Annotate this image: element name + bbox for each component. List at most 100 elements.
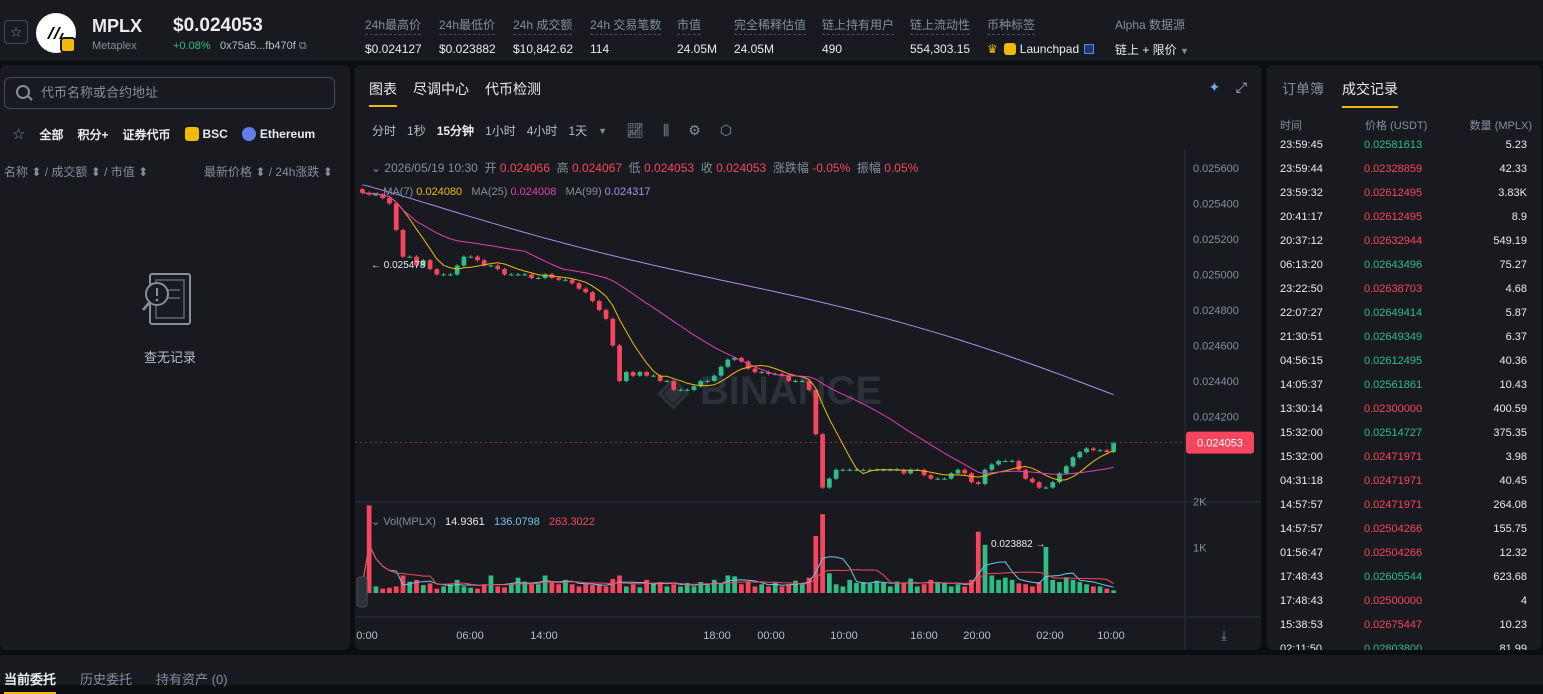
interval-1d[interactable]: 1天: [568, 124, 588, 138]
filter-securities[interactable]: 证券代币: [122, 127, 171, 142]
stat-label: 24h 成交额: [513, 16, 573, 35]
ai-sparkle-icon[interactable]: ✦: [1208, 79, 1221, 95]
trade-row: 17:48:43 0.02500000 4: [1280, 589, 1527, 613]
y-tick-label: 0.024600: [1193, 340, 1239, 352]
interval-line[interactable]: 分时: [372, 124, 397, 138]
trade-row: 23:59:45 0.02581613 5.23: [1280, 133, 1527, 157]
stat-label: 24h 交易笔数: [590, 16, 662, 35]
favorite-star-icon[interactable]: ☆: [4, 20, 28, 44]
interval-bar: 分时 1秒 15分钟 1小时 4小时 1天 ▼ 📈︎ ⫼ ⚙︎ ⬡: [372, 122, 732, 139]
candle-body: [806, 380, 812, 390]
interval-1h[interactable]: 1小时: [485, 124, 516, 138]
ohlc-open: 0.024066: [499, 161, 550, 175]
trade-price: 0.02803800: [1364, 643, 1423, 650]
interval-15m[interactable]: 15分钟: [436, 124, 475, 138]
candle-body: [732, 357, 737, 360]
filter-points[interactable]: 积分+: [77, 127, 109, 142]
candle-body: [495, 265, 501, 270]
filter-ethereum[interactable]: Ethereum: [241, 127, 315, 141]
current-price-label: 0.024053: [1197, 438, 1243, 450]
volume-bar: [603, 586, 609, 593]
tab-orderbook[interactable]: 订单簿: [1282, 81, 1324, 97]
volume-bar: [833, 584, 839, 593]
candle-body: [576, 283, 582, 289]
ma99-label: MA(99): [565, 186, 602, 198]
volume-bar: [542, 575, 548, 593]
candle-body: [725, 359, 731, 367]
copy-icon[interactable]: ⧉: [298, 40, 307, 52]
x-tick-label: 00:00: [757, 630, 785, 642]
candle-type-icon[interactable]: ⫼: [662, 122, 670, 138]
column-header-right[interactable]: 最新价格 ⬍ / 24h涨跌 ⬍: [204, 165, 333, 179]
bottom-bar: 当前委托 历史委托 持有资产 (0): [0, 655, 1543, 694]
tab-trade-history[interactable]: 成交记录: [1342, 79, 1398, 108]
fullscreen-icon[interactable]: ⤢: [1235, 79, 1247, 95]
trade-row: 14:57:57 0.02504266 155.75: [1280, 517, 1527, 541]
candle-body: [488, 265, 494, 267]
x-tick-label: 16:00: [910, 630, 938, 642]
current-price-tag: [1186, 431, 1254, 454]
vol-value-1: 14.9361: [445, 516, 485, 528]
y-tick-label: 0.024800: [1193, 305, 1239, 317]
stat-value: $0.024127: [365, 42, 422, 56]
contract-address[interactable]: 0x75a5...fb470f ⧉: [220, 40, 307, 53]
volume-bar: [739, 584, 744, 593]
ma25-label: MA(25): [471, 186, 508, 198]
tab-holdings[interactable]: 持有资产 (0): [156, 672, 228, 687]
settings-icon[interactable]: ⚙︎: [688, 122, 701, 138]
filter-all[interactable]: 全部: [39, 127, 64, 142]
shield-icon[interactable]: ⬡: [719, 122, 733, 138]
tab-chart[interactable]: 图表: [369, 79, 397, 107]
volume-bar: [989, 575, 995, 593]
candle-body: [1009, 460, 1015, 462]
trade-row: 14:05:37 0.02561861 10.43: [1280, 373, 1527, 397]
volume-bar: [590, 585, 595, 593]
trade-time: 17:48:43: [1280, 595, 1323, 607]
favorites-star-icon[interactable]: ☆: [12, 126, 26, 143]
trade-time: 15:38:53: [1280, 619, 1323, 631]
tab-due-diligence[interactable]: 尽调中心: [413, 81, 469, 97]
search-input[interactable]: 代币名称或合约地址: [4, 77, 335, 109]
stat-value: 490: [822, 42, 843, 56]
trade-qty: 5.87: [1505, 307, 1527, 319]
stat-alpha[interactable]: Alpha 数据源 链上 + 限价 ▼: [1115, 16, 1189, 58]
trade-qty: 12.32: [1499, 547, 1527, 559]
candle-body: [975, 482, 981, 484]
interval-more-icon[interactable]: ▼: [598, 125, 608, 136]
trade-price: 0.02471971: [1364, 451, 1423, 463]
trade-qty: 10.43: [1499, 379, 1527, 391]
candle-body: [563, 279, 568, 281]
filter-bsc[interactable]: BSC: [184, 127, 228, 141]
volume-bar: [928, 579, 934, 593]
trade-price: 0.02643496: [1364, 259, 1423, 271]
trade-price: 0.02638703: [1364, 283, 1423, 295]
tag-more-icon[interactable]: [1084, 44, 1095, 54]
tab-order-history[interactable]: 历史委托: [80, 672, 133, 687]
vol-tick-label: 1K: [1193, 542, 1207, 554]
volume-bar: [515, 577, 521, 593]
volume-bar: [1070, 579, 1076, 593]
volume-bar: [1036, 582, 1042, 593]
candle-body: [989, 464, 995, 470]
volume-bar: [1016, 583, 1022, 593]
volume-bar: [1063, 577, 1069, 593]
tab-open-orders[interactable]: 当前委托: [4, 669, 57, 694]
candle-body: [955, 469, 961, 474]
volume-bar: [434, 588, 440, 593]
column-header-left[interactable]: 名称 ⬍ / 成交额 ⬍ / 市值 ⬍: [4, 165, 149, 179]
candle-body: [854, 469, 859, 471]
volume-bar: [583, 584, 589, 593]
candle-body: [1111, 443, 1116, 453]
candle-body: [935, 478, 941, 480]
interval-4h[interactable]: 4小时: [526, 124, 558, 138]
indicator-icon[interactable]: 📈︎: [626, 122, 644, 138]
volume-bar: [921, 584, 927, 593]
candlestick-chart[interactable]: ◈ BINANCE 0.025600 0.025400 0.025200 0.02500…: [355, 149, 1261, 650]
volume-bar: [420, 585, 426, 593]
empty-text: 查无记录: [143, 350, 196, 365]
tab-token-check[interactable]: 代币检测: [485, 81, 541, 97]
interval-1s[interactable]: 1秒: [407, 124, 426, 138]
volume-bar: [387, 587, 392, 593]
candle-body: [1043, 487, 1049, 489]
candle-body: [644, 372, 650, 376]
